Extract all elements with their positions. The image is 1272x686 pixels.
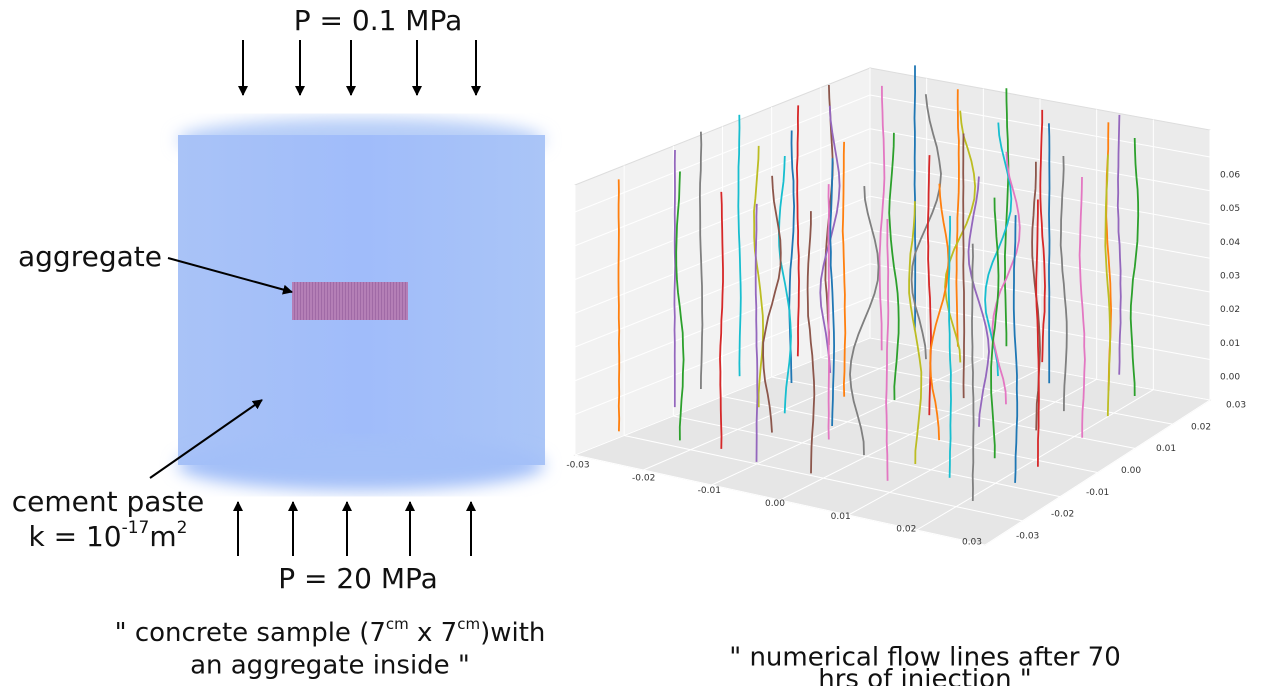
perm-base: k = 10 — [29, 520, 122, 553]
cap-part: x 7 — [409, 618, 457, 648]
z-tick-label: 0.02 — [1220, 305, 1240, 315]
flow-line — [1078, 176, 1086, 438]
cap-part: )with — [480, 618, 545, 648]
y-tick-label: 0.00 — [1121, 466, 1141, 476]
flow-line — [947, 215, 952, 478]
x-tick-label: 0.00 — [765, 499, 785, 509]
flow-line — [719, 191, 724, 449]
z-tick-label: 0.04 — [1220, 238, 1240, 248]
flow-line — [829, 158, 836, 427]
cylinder — [177, 118, 545, 491]
flow-line — [1059, 155, 1068, 412]
flow-line — [1048, 123, 1051, 384]
y-tick-label: 0.03 — [1226, 401, 1246, 411]
plot-3d: -0.03 -0.02 -0.01 0.00 0.01 0.02 0.03 -0.03 -0.0… — [566, 65, 1246, 548]
z-tick-label: 0.06 — [1220, 171, 1240, 181]
grid-line — [820, 357, 1173, 425]
flow-line — [777, 155, 792, 414]
flow-line — [1129, 137, 1140, 397]
flow-line — [991, 151, 1021, 405]
flow-line — [878, 85, 886, 351]
x-tick-label: -0.01 — [698, 486, 721, 496]
left-caption-2: an aggregate inside " — [190, 651, 470, 681]
grid-line — [869, 128, 1211, 192]
flow-line — [910, 94, 942, 360]
cap-sup: cm — [386, 615, 409, 633]
y-tick-label: 0.01 — [1156, 444, 1176, 454]
z-tick-label: 0.03 — [1220, 272, 1240, 282]
x-tick-label: 0.02 — [896, 525, 916, 535]
flow-line — [888, 132, 900, 401]
x-tick-label: -0.02 — [632, 473, 655, 483]
flow-line — [908, 201, 923, 465]
flow-line — [971, 243, 975, 502]
perm-exp: -17 — [122, 518, 150, 538]
bottom-pressure: P = 20 MPa — [278, 562, 438, 595]
aggregate-label: aggregate — [18, 240, 162, 273]
flow-line — [990, 197, 1000, 459]
top-pressure: P = 0.1 MPa — [294, 4, 463, 37]
flow-line — [795, 105, 800, 357]
flow-line — [753, 145, 765, 408]
flow-line — [841, 141, 847, 397]
flow-line — [885, 219, 890, 481]
z-tick-label: 0.00 — [1220, 373, 1240, 383]
flow-line — [675, 171, 685, 441]
flow-line — [698, 131, 704, 390]
cap-part: " concrete sample (7 — [115, 618, 386, 648]
pressure-arrows — [149, 40, 481, 556]
y-tick-label: -0.03 — [1016, 532, 1039, 542]
grid-line — [984, 399, 1211, 546]
grid-line — [574, 94, 871, 213]
z-tick-label: 0.01 — [1220, 339, 1240, 349]
flow-line — [944, 110, 977, 363]
flow-line — [913, 65, 917, 331]
perm-unit-exp: 2 — [177, 518, 188, 538]
aggregate-shape — [292, 282, 408, 320]
flow-line — [617, 179, 621, 432]
flow-line — [1104, 154, 1112, 417]
permeability: k = 10-17m2 — [29, 518, 188, 553]
flow-line — [762, 175, 782, 433]
cap-sup: cm — [457, 615, 480, 633]
cement-label: cement paste — [12, 485, 204, 518]
flow-line — [673, 149, 677, 408]
right-caption-2: hrs of injection " — [818, 665, 1032, 686]
left-caption-1: " concrete sample (7cm x 7cm)with — [115, 615, 546, 648]
grid-line — [574, 128, 871, 247]
flow-line — [929, 183, 950, 441]
x-tick-label: 0.03 — [962, 538, 982, 548]
flow-line — [827, 184, 830, 440]
flow-line — [1012, 215, 1019, 483]
flow-line — [737, 114, 742, 377]
flow-line — [967, 176, 990, 427]
x-tick-label: 0.01 — [831, 512, 851, 522]
y-tick-label: -0.01 — [1086, 488, 1109, 498]
flow-line — [962, 133, 966, 399]
flow-line — [754, 203, 759, 462]
x-tick-label: -0.03 — [566, 461, 589, 471]
z-tick-label: 0.05 — [1220, 204, 1240, 214]
flow-line — [1035, 199, 1040, 467]
flow-line — [849, 186, 880, 456]
y-tick-label: -0.02 — [1051, 510, 1074, 520]
flow-line — [1116, 114, 1122, 375]
perm-unit: m — [149, 520, 176, 553]
flow-line — [1039, 109, 1046, 363]
y-tick-label: 0.02 — [1191, 422, 1211, 432]
flow-line — [1003, 88, 1010, 347]
flow-line — [806, 211, 816, 474]
right-caption-1: " numerical flow lines after 70 — [729, 643, 1121, 673]
flow-line — [955, 89, 960, 347]
